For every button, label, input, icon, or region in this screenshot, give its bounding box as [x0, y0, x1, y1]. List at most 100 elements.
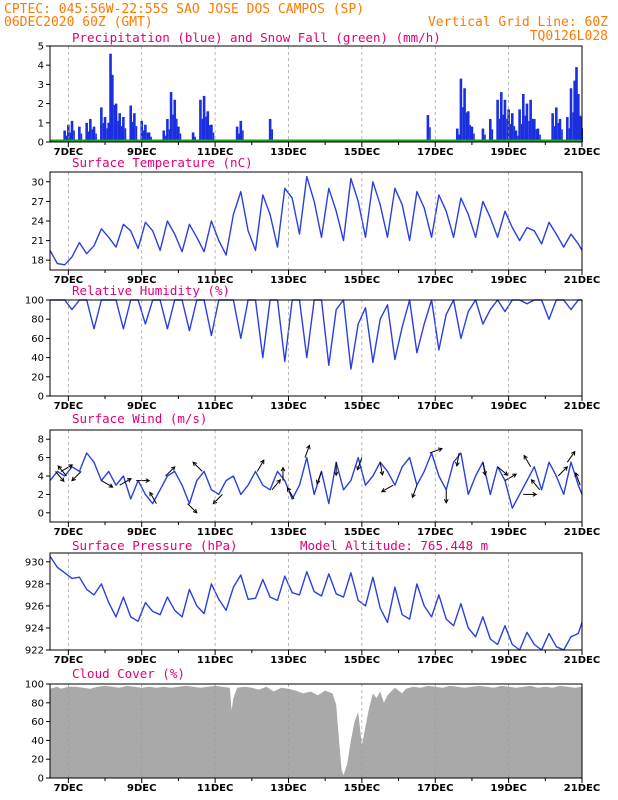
precip-bar — [144, 124, 147, 142]
precip-bar — [466, 111, 470, 142]
cloud-frame — [49, 683, 583, 779]
wind-arrow-head — [170, 466, 176, 471]
temp-plot-area — [50, 172, 582, 270]
pres-y-tick-label: 928 — [25, 579, 44, 590]
precip-bar — [132, 121, 134, 142]
wind-x-tick-label: 21DEC — [564, 527, 600, 538]
precip-bar — [73, 130, 75, 142]
wind-arrow — [256, 459, 265, 472]
precip-y-tick-label: 2 — [38, 99, 44, 110]
precip-bar — [89, 118, 92, 142]
header-grid-line: Vertical Grid Line: 60Z — [428, 15, 608, 30]
rh-x-tick-label: 21DEC — [564, 401, 600, 412]
precip-bar — [65, 135, 68, 142]
wind-arrow-head — [108, 483, 114, 488]
temp-x-tick-label: 19DEC — [490, 275, 526, 286]
wind-arrow-head — [315, 479, 321, 485]
precip-bar — [162, 130, 166, 142]
wind-arrow — [482, 462, 487, 477]
cloud-panel: Cloud Cover (%) 0 20 40 60 80 100 7DEC 9DEC 11DEC… — [25, 666, 600, 794]
temp-y-tick-label: 30 — [31, 177, 44, 188]
wind-arrow — [60, 464, 74, 472]
wind-arrow-head — [503, 471, 509, 476]
wind-arrow — [280, 466, 286, 481]
wind-arrow-head — [145, 478, 151, 483]
wind-arrow-shaft — [411, 485, 418, 498]
pres-y-tick-label: 930 — [25, 557, 44, 568]
precip-bar — [67, 124, 70, 142]
precip-bar — [572, 112, 574, 142]
wind-arrow — [379, 462, 385, 477]
precip-bar — [268, 118, 272, 142]
wind-arrow-head — [512, 473, 518, 478]
precip-bar — [557, 122, 560, 142]
wind-arrow-shaft — [429, 448, 443, 454]
wind-arrow — [136, 478, 151, 483]
precip-bar — [114, 103, 118, 142]
temp-x-tick-label: 15DEC — [344, 275, 380, 286]
wind-arrow-head — [437, 447, 443, 452]
precip-bar — [118, 113, 122, 142]
wind-arrow-head — [59, 477, 65, 483]
wind-arrow — [315, 471, 322, 485]
wind-arrow-shaft — [304, 445, 310, 458]
precip-bar — [209, 125, 211, 142]
precip-bar — [578, 117, 582, 142]
wind-arrow — [286, 486, 295, 500]
precip-bar — [210, 124, 213, 142]
rh-y-tick-label: 80 — [31, 315, 44, 326]
pres-x-tick-label: 11DEC — [197, 655, 233, 666]
precip-bar — [179, 133, 182, 142]
precip-bar — [528, 120, 530, 142]
wind-x-tick-label: 17DEC — [417, 527, 453, 538]
wind-arrow — [101, 480, 114, 488]
precip-bar — [199, 99, 202, 142]
wind-arrow — [356, 457, 363, 471]
precip-bar — [506, 118, 508, 142]
precip-bar — [517, 135, 519, 142]
precip-bar — [177, 126, 180, 142]
wind-arrow-shaft — [456, 452, 460, 466]
precip-bar — [577, 94, 580, 142]
wind-arrow — [443, 489, 449, 504]
precip-bar — [235, 126, 239, 142]
wind-arrow-head — [570, 450, 576, 456]
precip-y-tick-label: 4 — [38, 61, 44, 72]
precip-x-tick-label: 11DEC — [197, 147, 233, 158]
precip-bar — [271, 129, 273, 142]
precip-bar — [531, 118, 534, 142]
precip-bar — [239, 120, 243, 142]
precip-bar — [536, 128, 540, 142]
pres-annotation: Model Altitude: 765.448 m — [300, 538, 488, 553]
wind-x-tick-label: 13DEC — [270, 527, 306, 538]
wind-arrow-shaft — [575, 472, 581, 486]
rh-frame — [49, 299, 583, 397]
precip-bar — [100, 107, 103, 142]
wind-arrow-head — [192, 508, 198, 514]
rh-x-tick-label: 19DEC — [490, 401, 526, 412]
wind-arrow-head — [192, 461, 198, 467]
pres-y-tick-label: 926 — [25, 601, 44, 612]
precip-bar — [458, 134, 461, 142]
precip-bar — [539, 134, 541, 142]
wind-arrow-head — [57, 465, 63, 471]
precip-bar — [426, 115, 430, 142]
precip-bar — [92, 126, 96, 142]
precip-bar — [469, 125, 472, 142]
wind-arrow — [557, 466, 569, 477]
wind-arrow-head — [532, 492, 538, 497]
precip-bar — [521, 94, 525, 142]
cloud-x-tick-label: 17DEC — [417, 783, 453, 794]
precip-bar — [129, 105, 133, 142]
header-model-code: TQ0126L028 — [530, 29, 608, 44]
wind-arrow-shaft — [381, 484, 394, 493]
pres-x-tick-label: 21DEC — [564, 655, 600, 666]
precip-bar — [212, 132, 215, 142]
rh-x-tick-label: 13DEC — [270, 401, 306, 412]
precip-bar — [172, 114, 174, 142]
precip-bar — [121, 126, 123, 142]
pres-y-tick-label: 924 — [25, 623, 44, 634]
wind-arrow-head — [286, 486, 292, 492]
rh-y-tick-label: 100 — [25, 296, 44, 307]
